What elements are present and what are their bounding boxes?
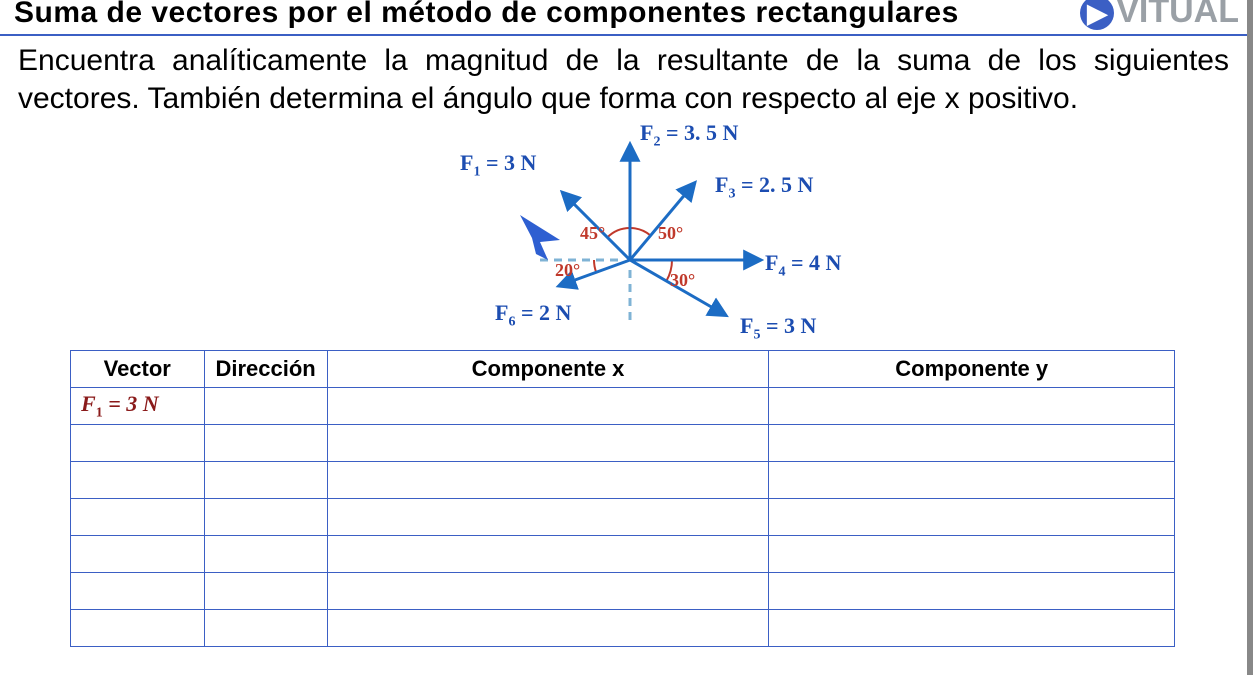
table-cell [71, 536, 205, 573]
page-title: Suma de vectores por el método de compon… [14, 0, 959, 29]
col-header-y: Componente y [769, 351, 1175, 388]
components-table-wrap: Vector Dirección Componente x Componente… [70, 350, 1175, 647]
vector-label-f3: F3 = 2. 5 N [715, 172, 813, 202]
table-cell [71, 499, 205, 536]
table-cell [327, 536, 769, 573]
table-row [71, 573, 1175, 610]
table-cell [769, 388, 1175, 425]
col-header-x: Componente x [327, 351, 769, 388]
table-row [71, 610, 1175, 647]
vector-label-f2: F2 = 3. 5 N [640, 120, 738, 150]
components-table: Vector Dirección Componente x Componente… [70, 350, 1175, 647]
angle-label: 30° [670, 270, 695, 291]
table-row [71, 425, 1175, 462]
vector-label-f6: F6 = 2 N [495, 300, 571, 330]
table-cell [327, 499, 769, 536]
table-cell [204, 462, 327, 499]
table-cell [204, 536, 327, 573]
problem-statement: Encuentra analíticamente la magnitud de … [0, 36, 1247, 117]
brand-logo: ▶VITUAL [1080, 0, 1239, 30]
table-cell: F1 = 3 N [71, 388, 205, 425]
col-header-direction: Dirección [204, 351, 327, 388]
table-cell [204, 388, 327, 425]
table-cell [204, 425, 327, 462]
play-icon: ▶ [1080, 0, 1114, 30]
angle-label: 50° [658, 223, 683, 244]
table-cell [71, 425, 205, 462]
vector-f3 [630, 183, 694, 260]
table-cell [71, 462, 205, 499]
table-cell [327, 462, 769, 499]
table-cell [769, 499, 1175, 536]
table-cell [769, 462, 1175, 499]
page: Suma de vectores por el método de compon… [0, 0, 1253, 675]
table-row [71, 536, 1175, 573]
table-cell [327, 573, 769, 610]
table-row [71, 462, 1175, 499]
table-cell [327, 388, 769, 425]
table-cell [769, 425, 1175, 462]
col-header-vector: Vector [71, 351, 205, 388]
table-cell [204, 499, 327, 536]
table-cell [769, 610, 1175, 647]
table-cell [327, 610, 769, 647]
vector-diagram: F1 = 3 N F2 = 3. 5 N F3 = 2. 5 N F4 = 4 N F5… [440, 120, 960, 350]
table-cell [769, 573, 1175, 610]
table-cell [71, 573, 205, 610]
table-cell [204, 610, 327, 647]
table-cell [71, 610, 205, 647]
brand-text: VITUAL [1116, 0, 1239, 30]
angle-label: 20° [555, 260, 580, 281]
vector-label-f1: F1 = 3 N [460, 150, 536, 180]
table-row [71, 499, 1175, 536]
vector-label-f5: F5 = 3 N [740, 313, 816, 343]
cursor-icon [520, 215, 560, 260]
angle-label: 45° [580, 223, 605, 244]
table-cell [204, 573, 327, 610]
table-cell [769, 536, 1175, 573]
table-cell [327, 425, 769, 462]
vector-label-f4: F4 = 4 N [765, 250, 841, 280]
table-header-row: Vector Dirección Componente x Componente… [71, 351, 1175, 388]
title-bar: Suma de vectores por el método de compon… [0, 0, 1247, 36]
table-row: F1 = 3 N [71, 388, 1175, 425]
